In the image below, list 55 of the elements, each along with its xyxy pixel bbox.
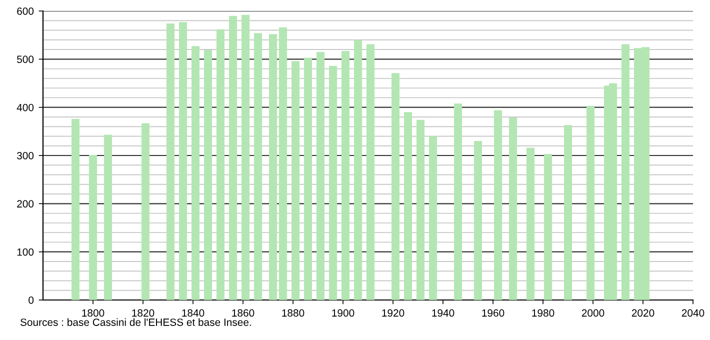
bar [454,103,462,300]
bar [89,155,97,300]
bar [494,110,502,300]
bar [304,58,312,300]
bar [366,44,374,300]
bar [316,52,324,300]
bar [342,50,350,300]
bar [269,34,277,300]
bar [179,22,187,300]
x-tick-label: 2000 [582,309,604,317]
bar [104,134,112,300]
bar [329,66,337,300]
bar [142,123,150,300]
bar [509,117,517,300]
y-tick-label: 600 [17,8,34,15]
bar [279,27,287,300]
x-tick-label: 1820 [132,309,154,317]
bar [216,29,224,300]
bar [229,16,237,300]
x-tick-label: 1920 [382,309,404,317]
source-note: Sources : base Cassini de l'EHESS et base Insee. [20,318,251,326]
bar [166,24,174,300]
bar [392,73,400,300]
bar [564,125,572,300]
x-tick-label: 1960 [482,309,504,317]
x-tick-label: 1900 [332,309,354,317]
y-tick-label: 100 [17,248,34,256]
y-tick-label: 500 [17,56,34,64]
x-tick-label: 1980 [532,309,554,317]
bar [474,141,482,300]
bar [292,61,300,300]
y-tick-label: 400 [16,104,34,112]
y-tick-label: 0 [28,296,34,304]
bar [72,118,80,300]
bar [204,50,212,300]
bar [526,148,534,300]
bar [429,136,437,300]
bar [544,154,552,300]
x-tick-label: 2020 [632,309,654,317]
bar [242,14,250,300]
x-tick-label: 1840 [182,309,204,317]
bar [254,33,262,300]
x-tick-label: 1800 [82,309,104,317]
bar [622,44,630,300]
y-tick-label: 200 [17,200,34,208]
bar [416,120,424,300]
x-tick-label: 2040 [682,309,704,317]
bar [586,106,594,300]
bar [192,46,200,300]
bar [354,40,362,300]
bar [404,112,412,300]
y-tick-label: 300 [16,152,34,160]
x-tick-label: 1880 [282,309,304,317]
x-tick-label: 1860 [232,309,254,317]
x-tick-label: 1940 [432,309,454,317]
